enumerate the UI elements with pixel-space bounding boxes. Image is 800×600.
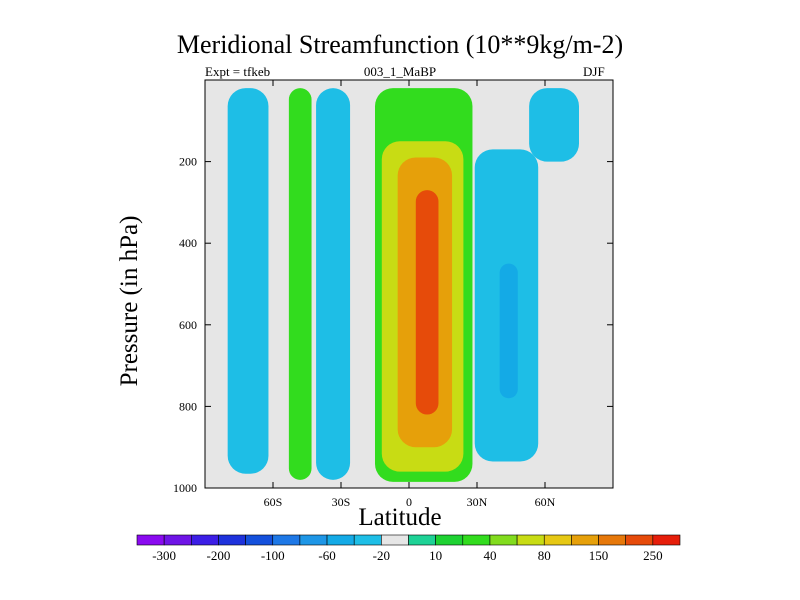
colorbar-swatch bbox=[435, 534, 464, 546]
colorbar-swatch bbox=[245, 534, 274, 546]
experiment-label: Expt = tfkeb bbox=[205, 64, 271, 79]
colorbar-label: 80 bbox=[538, 548, 551, 563]
colorbar: -300 -200 -100 -60 -20 10 40 80 150 250 bbox=[136, 534, 681, 563]
chart-title: Meridional Streamfunction (10**9kg/m-2) bbox=[176, 30, 624, 59]
y-tick-label: 800 bbox=[179, 399, 197, 413]
colorbar-label: -100 bbox=[261, 548, 285, 563]
colorbar-swatch bbox=[299, 534, 328, 546]
y-tick-label: 400 bbox=[179, 236, 197, 250]
colorbar-swatch bbox=[489, 534, 518, 546]
y-axis: 200 400 600 800 1000 bbox=[173, 155, 613, 495]
x-tick-label: 0 bbox=[406, 495, 412, 509]
colorbar-swatch bbox=[381, 534, 409, 546]
run-label: 003_1_MaBP bbox=[363, 64, 437, 79]
contour-region-6 bbox=[415, 190, 439, 415]
colorbar-label: -20 bbox=[373, 548, 390, 563]
colorbar-label: -60 bbox=[318, 548, 335, 563]
season-label: DJF bbox=[583, 64, 605, 79]
colorbar-swatch bbox=[408, 534, 436, 546]
contour-region-0 bbox=[227, 88, 269, 474]
colorbar-swatch bbox=[272, 534, 301, 546]
colorbar-label: 150 bbox=[589, 548, 609, 563]
contour-region-2 bbox=[316, 88, 351, 480]
y-tick-label: 1000 bbox=[173, 481, 197, 495]
colorbar-swatch bbox=[353, 534, 382, 546]
colorbar-swatch bbox=[543, 534, 572, 546]
colorbar-label: -300 bbox=[152, 548, 176, 563]
colorbar-swatch bbox=[163, 534, 192, 546]
x-axis-label: Latitude bbox=[358, 504, 442, 531]
y-tick-label: 200 bbox=[179, 155, 197, 169]
contour-region-9 bbox=[529, 88, 579, 162]
colorbar-label: 10 bbox=[429, 548, 442, 563]
colorbar-label: 250 bbox=[643, 548, 663, 563]
colorbar-swatch bbox=[625, 534, 654, 546]
colorbar-swatch bbox=[516, 534, 545, 546]
colorbar-swatch bbox=[136, 534, 165, 546]
x-axis: 60S 30S 0 30N 60N bbox=[264, 80, 556, 509]
colorbar-swatch bbox=[462, 534, 491, 546]
colorbar-swatch bbox=[598, 534, 626, 546]
colorbar-swatch bbox=[191, 534, 219, 546]
colorbar-label: 40 bbox=[483, 548, 496, 563]
colorbar-swatch bbox=[571, 534, 599, 546]
colorbar-swatch bbox=[326, 534, 355, 546]
x-tick-label: 60S bbox=[264, 495, 283, 509]
colorbar-swatch bbox=[652, 534, 681, 546]
colorbar-label: -200 bbox=[207, 548, 231, 563]
contour-region-8 bbox=[499, 263, 518, 399]
x-tick-label: 30N bbox=[467, 495, 488, 509]
colorbar-swatch bbox=[218, 534, 246, 546]
contour-region-1 bbox=[288, 88, 312, 480]
contour-fields bbox=[227, 88, 579, 482]
x-tick-label: 60N bbox=[535, 495, 556, 509]
x-tick-label: 30S bbox=[332, 495, 351, 509]
y-tick-label: 600 bbox=[179, 318, 197, 332]
